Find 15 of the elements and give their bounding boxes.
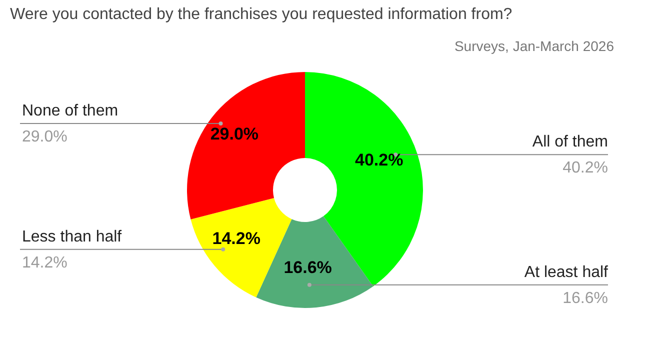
data-label: 16.6% (284, 258, 332, 278)
data-label: 14.2% (212, 228, 260, 248)
donut-slice (187, 72, 305, 220)
text: 16.6% (562, 290, 608, 307)
text: Surveys, Jan-March 2026 (454, 38, 614, 54)
slice-label: Less than half (22, 228, 122, 246)
data-label: 29.0% (210, 124, 259, 144)
data-label: 40.2% (354, 150, 404, 170)
text: 14.2% (22, 254, 68, 272)
slice-label: None of them (22, 102, 118, 120)
chart-title: Were you contacted by the franchises you requested information from? (10, 6, 512, 24)
text: 29.0% (22, 128, 68, 146)
slice-label: All of them (532, 134, 608, 151)
slice-label: At least half (524, 264, 609, 281)
text: 40.2% (562, 160, 608, 177)
